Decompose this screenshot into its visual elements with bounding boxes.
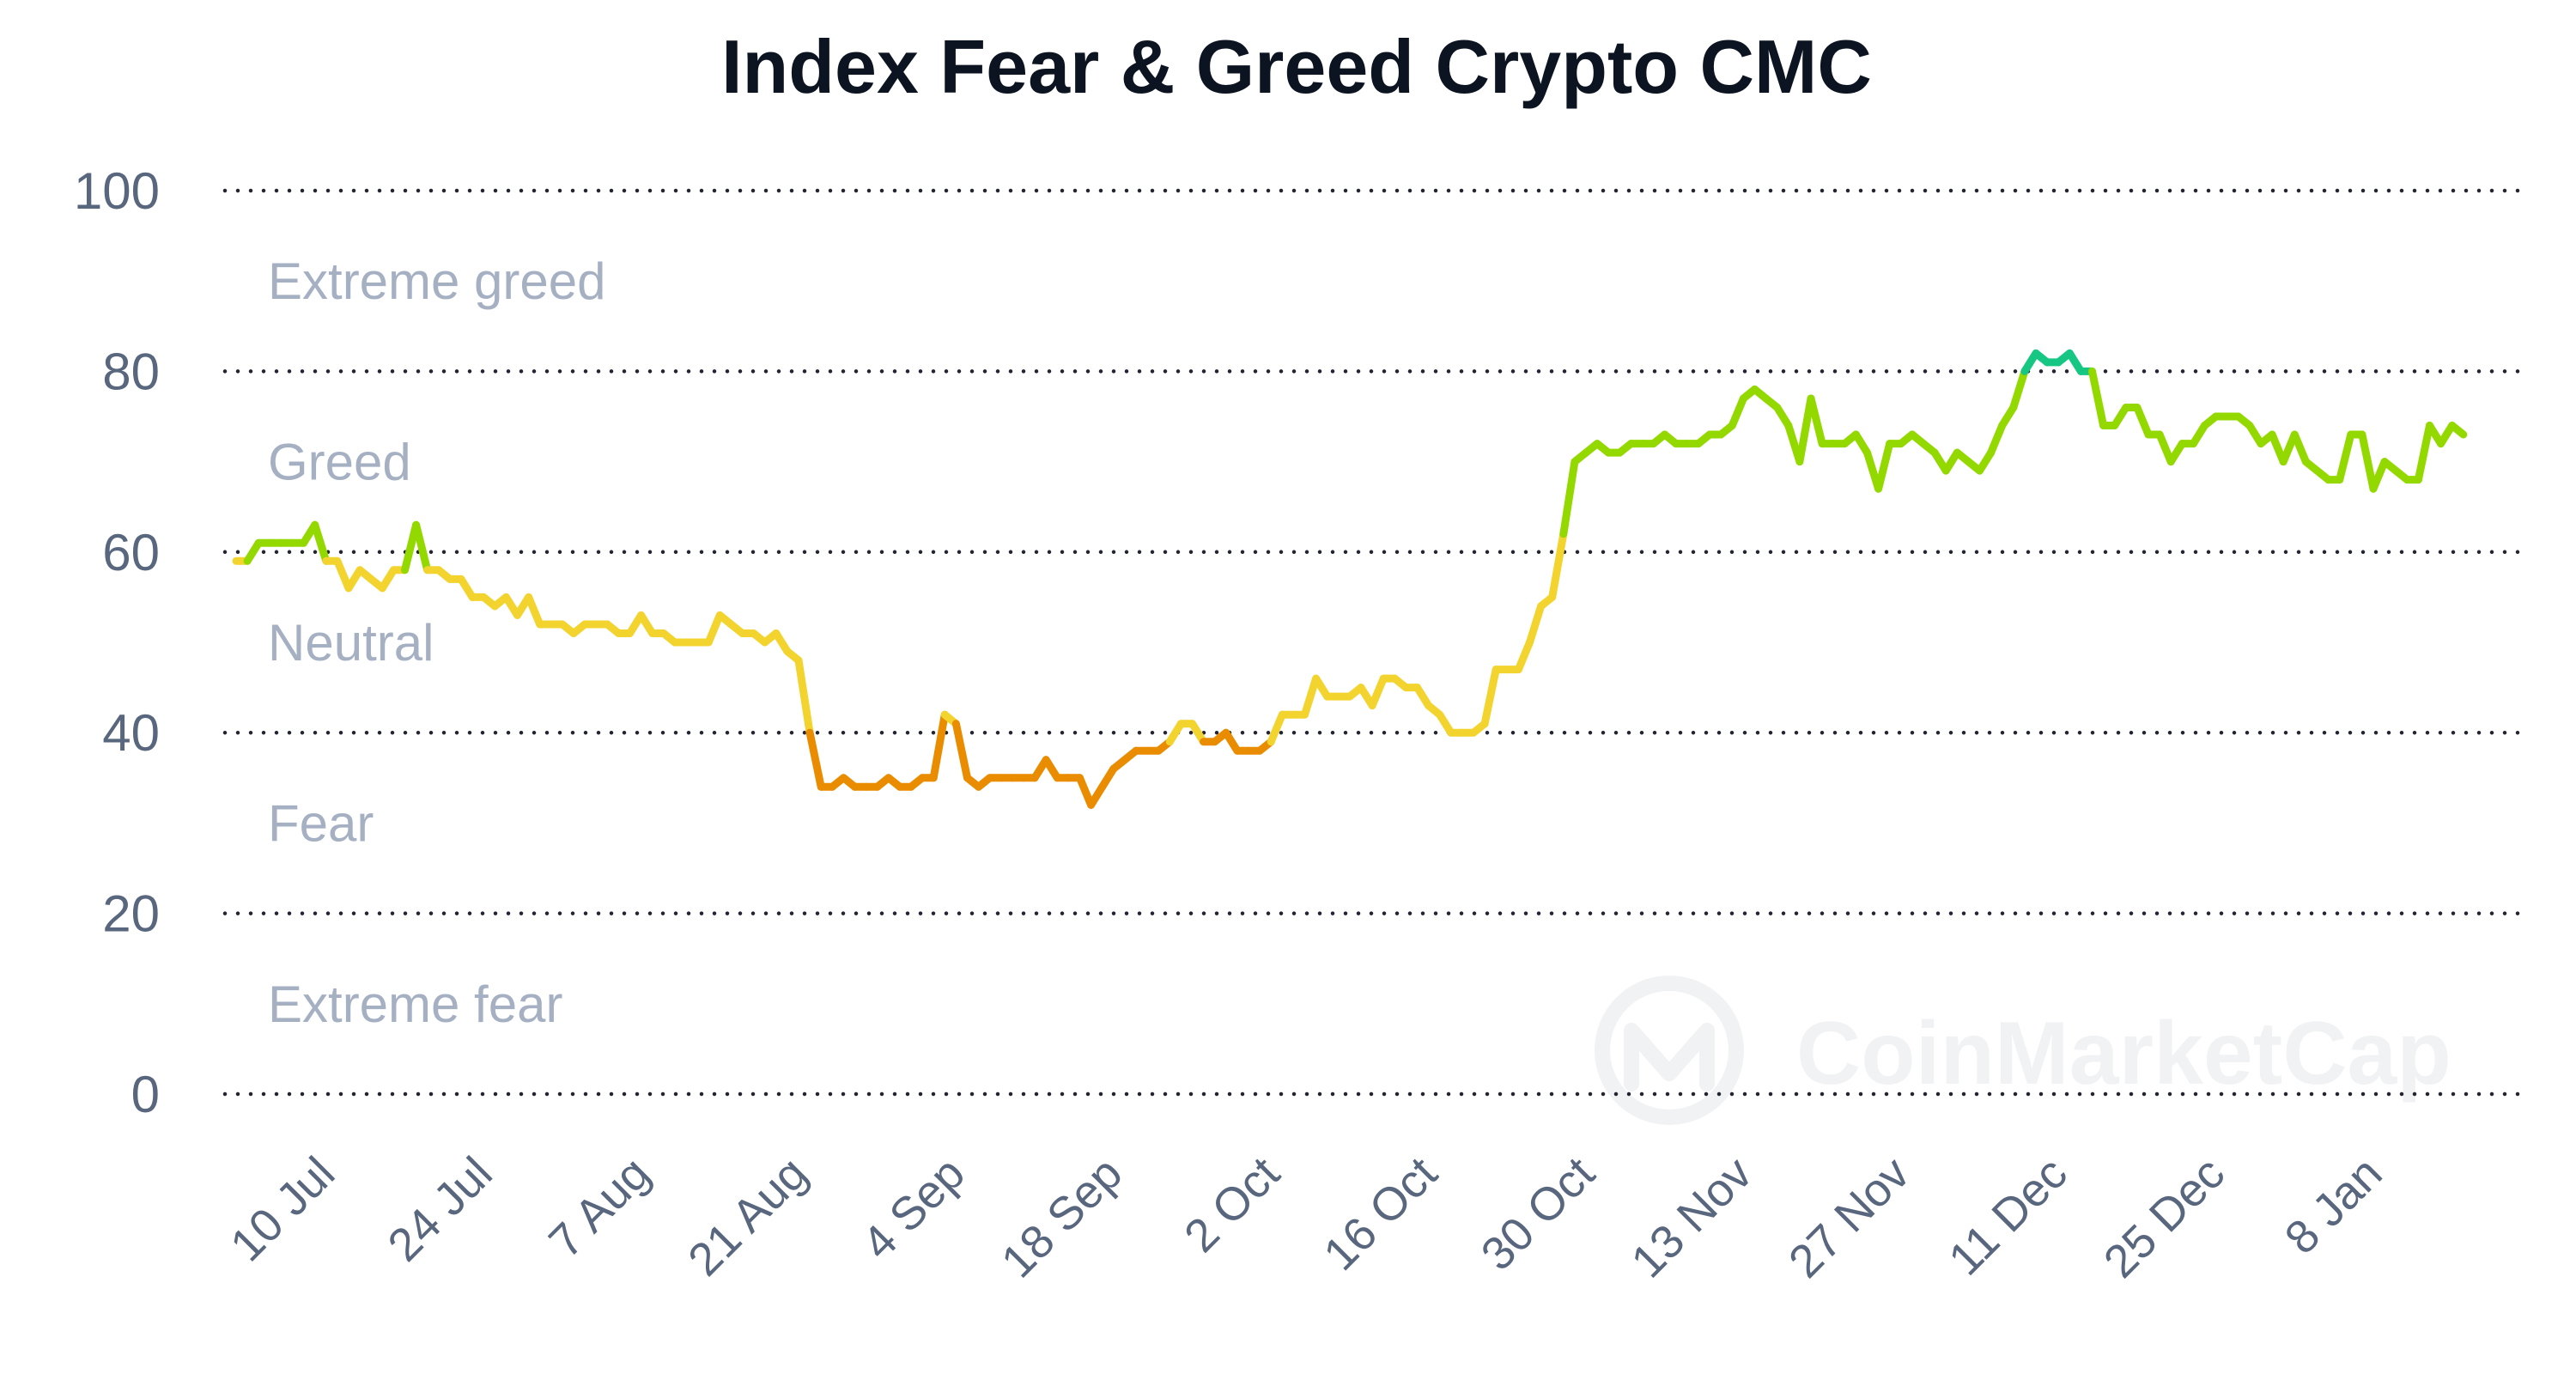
series-segment <box>1559 458 1579 538</box>
y-tick-label: 20 <box>102 885 160 943</box>
zone-label: Greed <box>268 434 411 491</box>
series-segment <box>1874 440 1894 493</box>
x-tick-label: 13 Nov <box>1622 1147 1762 1287</box>
x-axis: 10 Jul 24 Jul 7 Aug 21 Aug 4 Sep 18 Sep 2 Oct 1… <box>221 1147 2392 1287</box>
series-segment <box>333 556 353 593</box>
series-segment <box>1267 710 1286 746</box>
zone-label: Extreme fear <box>268 976 562 1033</box>
series-segment <box>1514 638 1534 674</box>
series-segment <box>2290 430 2310 466</box>
series-segment <box>1795 394 1815 466</box>
series-segment <box>1480 666 1500 728</box>
series-segment <box>1301 674 1321 719</box>
zone-label: Neutral <box>268 614 434 672</box>
x-tick-label: 21 Aug <box>678 1147 817 1286</box>
x-tick-label: 30 Oct <box>1472 1147 1605 1280</box>
series-segment <box>2448 422 2468 439</box>
series-segment <box>1076 774 1096 809</box>
watermark-text: CoinMarketCap <box>1796 1004 2451 1103</box>
x-tick-label: 10 Jul <box>221 1147 344 1271</box>
series-segment <box>2155 430 2175 466</box>
grid <box>222 188 2529 1097</box>
series-segment <box>805 728 825 791</box>
series-segment <box>412 520 432 575</box>
series-segment <box>704 611 724 647</box>
x-tick-label: 24 Jul <box>378 1147 501 1271</box>
series-segment <box>2133 404 2153 439</box>
x-tick-label: 4 Sep <box>853 1147 975 1269</box>
series-segment <box>1526 602 1546 647</box>
series-segment <box>2358 430 2378 493</box>
zone-labels: Extreme greed Greed Neutral Fear Extreme fea… <box>268 252 606 1033</box>
series-segment <box>794 656 814 737</box>
series-segment <box>1987 422 2007 457</box>
x-tick-label: 16 Oct <box>1314 1147 1447 1280</box>
x-tick-label: 25 Dec <box>2094 1147 2234 1287</box>
series-segment <box>1368 674 1388 710</box>
series-segment <box>311 520 331 565</box>
x-tick-label: 8 Jan <box>2275 1147 2392 1264</box>
y-tick-label: 40 <box>102 704 160 762</box>
y-tick-label: 100 <box>74 162 160 220</box>
series-segment <box>2009 367 2029 411</box>
y-tick-label: 0 <box>131 1066 160 1123</box>
series-segment <box>1548 530 1568 601</box>
watermark: CoinMarketCap <box>1595 976 2451 1125</box>
chart-title: Index Fear & Greed Crypto CMC <box>721 24 1872 109</box>
series-segment <box>525 593 544 629</box>
y-axis: 0 20 40 60 80 100 <box>74 162 160 1123</box>
x-tick-label: 2 Oct <box>1175 1147 1290 1262</box>
coinmarketcap-logo-icon <box>1595 976 1744 1125</box>
y-tick-label: 80 <box>102 343 160 400</box>
x-tick-label: 11 Dec <box>1939 1147 2077 1286</box>
x-tick-label: 7 Aug <box>539 1147 659 1268</box>
series-segment <box>2369 458 2389 493</box>
series-segment <box>929 710 949 782</box>
zone-label: Extreme greed <box>268 252 606 310</box>
y-tick-label: 60 <box>102 524 160 581</box>
series-segment <box>1807 394 1826 448</box>
series-segment <box>2088 367 2108 429</box>
zone-label: Fear <box>268 794 374 852</box>
x-tick-label: 18 Sep <box>992 1147 1132 1287</box>
x-tick-label: 27 Nov <box>1779 1147 1919 1287</box>
series-line <box>232 349 2468 809</box>
series-segment <box>1728 394 1747 429</box>
series-segment <box>951 720 971 782</box>
series-segment <box>2414 422 2433 484</box>
series-segment <box>2336 430 2355 484</box>
